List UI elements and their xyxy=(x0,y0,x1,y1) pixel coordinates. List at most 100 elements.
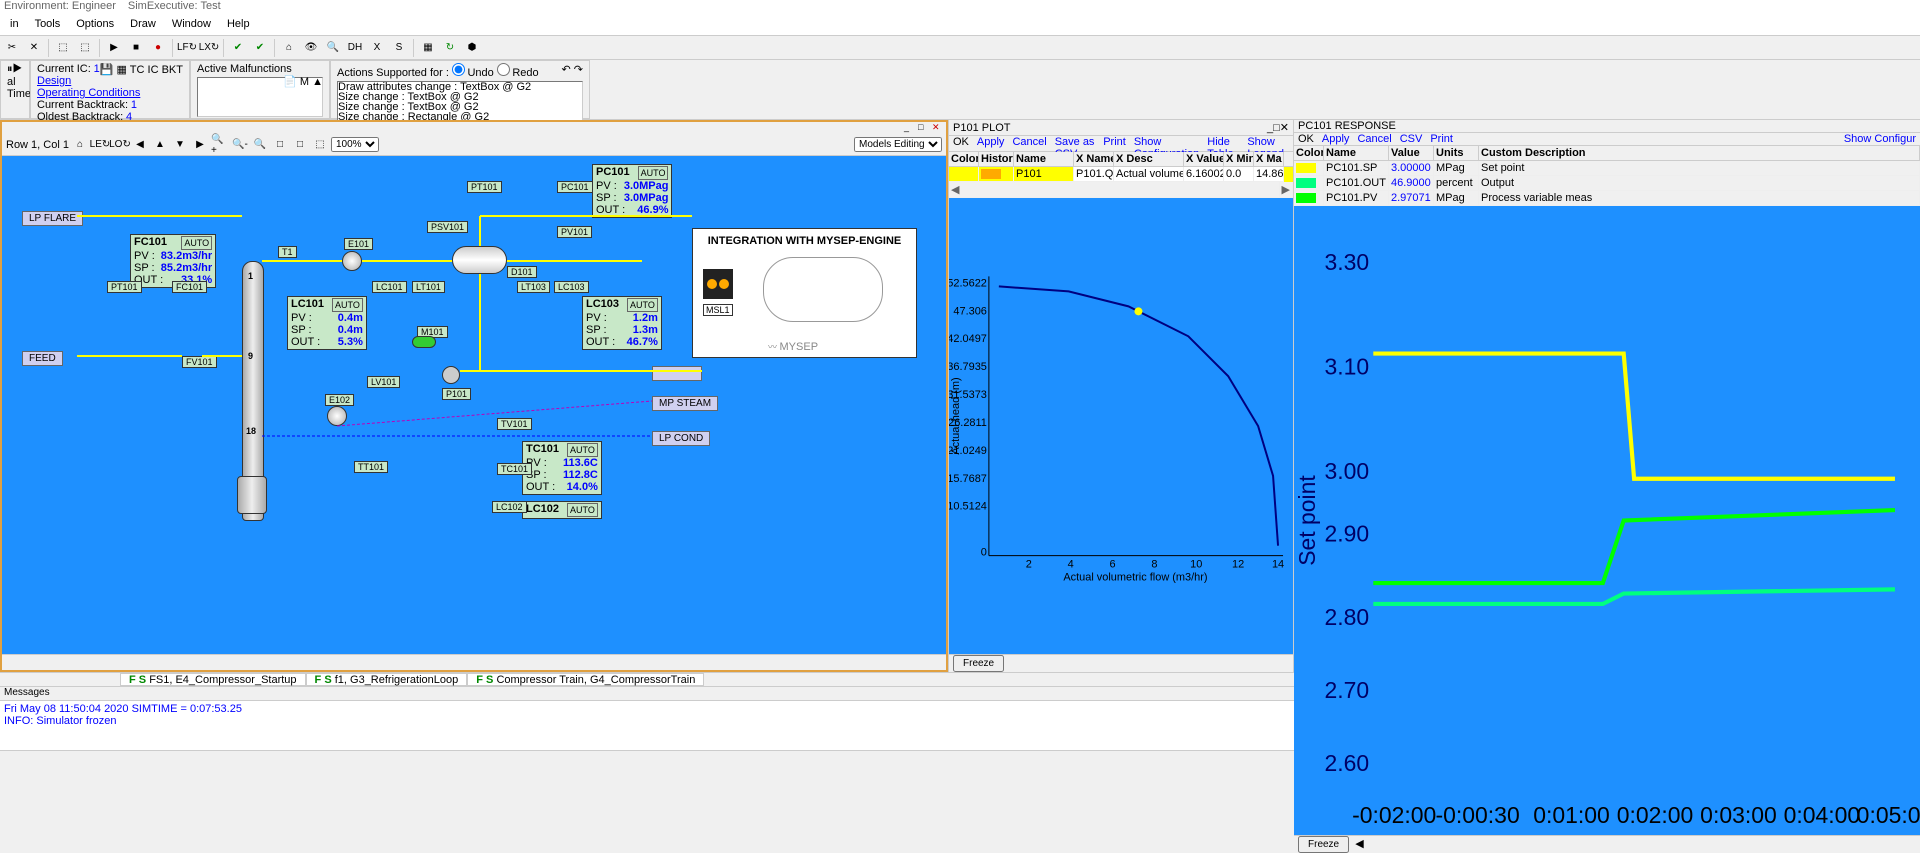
tc101-faceplate[interactable]: TC101AUTO PV :113.6C SP :112.8C OUT :14.… xyxy=(522,441,602,495)
tt101-tag[interactable]: TT101 xyxy=(354,461,388,473)
zoomout-icon[interactable]: 🔍- xyxy=(231,136,249,154)
pc101-chart[interactable]: 3.30 3.10 3.00 2.90 2.80 2.70 2.60 -0:02… xyxy=(1294,206,1920,835)
malf-doc-icon[interactable]: 📄 xyxy=(283,76,297,88)
close-icon[interactable]: ✕ xyxy=(24,38,44,58)
check2-icon[interactable]: ✔ xyxy=(250,38,270,58)
pc101-cancel[interactable]: Cancel xyxy=(1357,133,1391,145)
p101-print[interactable]: Print xyxy=(1103,136,1126,151)
malf-a-icon[interactable]: ▲ xyxy=(312,76,323,88)
lc101-faceplate[interactable]: LC101AUTO PV :0.4m SP :0.4m OUT :5.3% xyxy=(287,296,367,350)
x-icon[interactable]: X xyxy=(367,38,387,58)
sel1-icon[interactable]: □ xyxy=(271,136,289,154)
pc101-row-out[interactable]: PC101.OUT 46.9000 percent Output xyxy=(1294,176,1920,191)
ic-bkt-icon[interactable]: BKT xyxy=(162,64,183,76)
down-icon[interactable]: ▼ xyxy=(171,136,189,154)
close-panel-icon[interactable]: ✕ xyxy=(932,122,944,134)
pv101-tag[interactable]: PV101 xyxy=(557,226,592,238)
lf-icon[interactable]: LF↻ xyxy=(177,38,197,58)
align-icon[interactable]: ⬚ xyxy=(53,38,73,58)
p101-max-icon[interactable]: □ xyxy=(1273,122,1280,134)
pc101-tag[interactable]: PC101 xyxy=(557,181,593,193)
psv101-tag[interactable]: PSV101 xyxy=(427,221,468,233)
fc101-faceplate[interactable]: FC101AUTO PV :83.2m3/hr SP :85.2m3/hr OU… xyxy=(130,234,216,288)
le-icon[interactable]: LE↻ xyxy=(91,136,109,154)
ic-db-icon[interactable]: ▦ xyxy=(117,64,127,76)
malf-m-icon[interactable]: M xyxy=(300,76,309,88)
lc102-faceplate[interactable]: LC102AUTO xyxy=(522,501,602,519)
pc101-showcfg[interactable]: Show Configur xyxy=(1844,133,1916,145)
mag-icon[interactable]: 🔍 xyxy=(323,38,343,58)
menu-in[interactable]: in xyxy=(4,18,25,35)
p101-hidetbl[interactable]: Hide Table xyxy=(1207,136,1239,151)
p101-nav-row[interactable]: ◀▶ xyxy=(949,182,1293,198)
redo-icon[interactable]: ↷ xyxy=(574,64,583,76)
p101-showleg[interactable]: Show Legend xyxy=(1247,136,1289,151)
ic-sv-icon[interactable]: 💾 xyxy=(100,64,114,76)
tab-ct[interactable]: F S Compressor Train, G4_CompressorTrain xyxy=(467,673,704,686)
binoc-icon[interactable]: 👁 xyxy=(301,38,321,58)
play-icon[interactable]: ▶ xyxy=(104,38,124,58)
sel3-icon[interactable]: ⬚ xyxy=(311,136,329,154)
lt101-tag[interactable]: LT101 xyxy=(412,281,445,293)
fv101-tag[interactable]: FV101 xyxy=(182,356,217,368)
p101-close-icon[interactable]: ✕ xyxy=(1280,122,1289,134)
lx-icon[interactable]: LX↻ xyxy=(199,38,219,58)
up-icon[interactable]: ▲ xyxy=(151,136,169,154)
home-icon[interactable]: ⌂ xyxy=(279,38,299,58)
p101-showcfg[interactable]: Show Configuration xyxy=(1134,136,1199,151)
p101-tag[interactable]: P101 xyxy=(442,388,471,400)
pc101-csv[interactable]: CSV xyxy=(1400,133,1423,145)
fc101-tag[interactable]: FC101 xyxy=(172,281,207,293)
menu-tools[interactable]: Tools xyxy=(29,18,67,35)
grid-icon[interactable]: ▦ xyxy=(418,38,438,58)
pc101-faceplate[interactable]: PC101AUTO PV :3.0MPag SP :3.0MPag OUT :4… xyxy=(592,164,672,218)
p101-ok[interactable]: OK xyxy=(953,136,969,151)
p101-apply[interactable]: Apply xyxy=(977,136,1005,151)
stop-icon[interactable]: ■ xyxy=(126,38,146,58)
lt103-tag[interactable]: LT103 xyxy=(517,281,550,293)
min-icon[interactable]: _ xyxy=(904,122,916,134)
menu-help[interactable]: Help xyxy=(221,18,256,35)
pc101-ok[interactable]: OK xyxy=(1298,133,1314,145)
pid-canvas[interactable]: LP FLARE FEED MP STEAM LP COND FC101AUTO… xyxy=(2,156,946,654)
zoomin-icon[interactable]: 🔍+ xyxy=(211,136,229,154)
ic-ic-icon[interactable]: IC xyxy=(148,64,159,76)
fwd-icon[interactable]: ▶ xyxy=(191,136,209,154)
history-list[interactable]: Draw attributes change : TextBox @ G2 Si… xyxy=(337,81,583,121)
lo-icon[interactable]: LO↻ xyxy=(111,136,129,154)
design-link[interactable]: Design Operating Conditions xyxy=(37,75,140,99)
tab-f1[interactable]: F S f1, G3_RefrigerationLoop xyxy=(306,673,468,686)
pc101-row-pv[interactable]: PC101.PV 2.97071 MPag Process variable m… xyxy=(1294,191,1920,206)
lc102-tag[interactable]: LC102 xyxy=(492,501,527,513)
e101-tag[interactable]: E101 xyxy=(344,238,373,250)
lc103-tag[interactable]: LC103 xyxy=(554,281,589,293)
ds-icon[interactable]: ⬢ xyxy=(462,38,482,58)
p101-chart[interactable]: 52.5622 47.306 42.0497 36.7935 31.5373 2… xyxy=(949,198,1293,654)
max-icon[interactable]: □ xyxy=(918,122,930,134)
pt101b-tag[interactable]: PT101 xyxy=(107,281,142,293)
rec-icon[interactable]: ● xyxy=(148,38,168,58)
menu-draw[interactable]: Draw xyxy=(124,18,162,35)
redo-radio[interactable] xyxy=(497,63,510,76)
p101-save[interactable]: Save as CSV xyxy=(1055,136,1096,151)
pt101-tag[interactable]: PT101 xyxy=(467,181,502,193)
check-icon[interactable]: ✔ xyxy=(228,38,248,58)
lc103-faceplate[interactable]: LC103AUTO PV :1.2m SP :1.3m OUT :46.7% xyxy=(582,296,662,350)
ic-tc-icon[interactable]: TC xyxy=(130,64,145,76)
mode-select[interactable]: Models Editing xyxy=(854,137,942,152)
pc101-apply[interactable]: Apply xyxy=(1322,133,1350,145)
pc101-print[interactable]: Print xyxy=(1430,133,1453,145)
zoom-select[interactable]: 100% xyxy=(331,137,379,152)
back-icon[interactable]: ◀ xyxy=(131,136,149,154)
menu-window[interactable]: Window xyxy=(166,18,217,35)
tv101-tag[interactable]: TV101 xyxy=(497,418,532,430)
pc101-row-sp[interactable]: PC101.SP 3.00000 MPag Set point xyxy=(1294,161,1920,176)
e102-tag[interactable]: E102 xyxy=(325,394,354,406)
p101-cancel[interactable]: Cancel xyxy=(1012,136,1046,151)
undo-icon[interactable]: ↶ xyxy=(562,64,571,76)
refresh-icon[interactable]: ↻ xyxy=(440,38,460,58)
pc101-freeze-button[interactable]: Freeze xyxy=(1298,836,1349,853)
dh-icon[interactable]: DH xyxy=(345,38,365,58)
sel2-icon[interactable]: □ xyxy=(291,136,309,154)
lv101-tag[interactable]: LV101 xyxy=(367,376,400,388)
